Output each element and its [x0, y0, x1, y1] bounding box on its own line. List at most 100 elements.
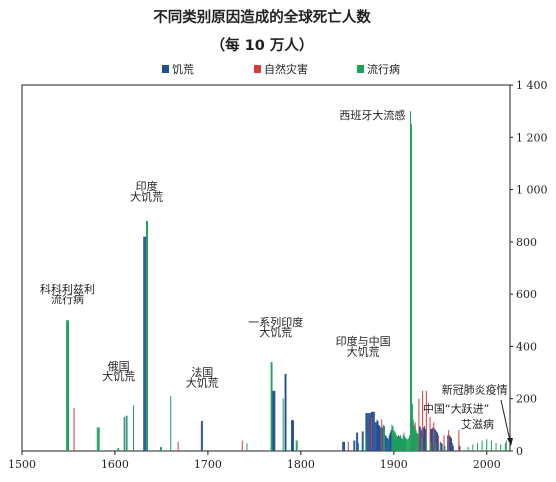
bar-epidemic-42 — [406, 439, 408, 451]
bar-epidemic-31 — [396, 435, 398, 451]
bar-famine-17 — [353, 440, 355, 451]
x-tick-label-0: 1500 — [8, 458, 36, 471]
bar-famine-30 — [371, 411, 373, 451]
bar-famine-45 — [385, 436, 387, 451]
annotation-2: 印度 — [136, 179, 158, 193]
bar-epidemic-58 — [435, 443, 437, 451]
bar-epidemic-64 — [481, 440, 483, 451]
bar-famine-15 — [343, 441, 345, 451]
annotation-5: 大饥荒 — [102, 369, 135, 383]
bar-disaster-3 — [347, 441, 349, 451]
bar-famine-50 — [390, 430, 392, 451]
bar-epidemic-0 — [66, 320, 68, 451]
bar-epidemic-68 — [500, 444, 502, 451]
y-tick-label-6: 1 200 — [516, 131, 548, 144]
bar-epidemic-33 — [397, 436, 399, 451]
bar-epidemic-1 — [67, 320, 69, 451]
bar-famine-70 — [419, 426, 421, 451]
y-tick-label-5: 1 000 — [516, 184, 548, 197]
bar-famine-49 — [389, 432, 391, 451]
bar-famine-91 — [450, 436, 452, 451]
bar-famine-81 — [434, 428, 436, 451]
bar-famine-22 — [362, 431, 364, 451]
bar-epidemic-8 — [125, 415, 127, 451]
bar-epidemic-63 — [476, 443, 478, 451]
bar-famine-32 — [373, 411, 375, 451]
bar-epidemic-52 — [415, 430, 417, 451]
bar-epidemic-44 — [408, 437, 410, 451]
bar-epidemic-2 — [67, 320, 69, 451]
bar-epidemic-30 — [395, 432, 397, 451]
bar-epidemic-62 — [472, 444, 474, 451]
legend-swatch-famine — [162, 65, 169, 73]
bar-famine-4 — [200, 420, 202, 451]
bar-epidemic-21 — [296, 440, 298, 451]
bar-epidemic-55 — [421, 437, 423, 451]
x-tick-label-4: 1900 — [380, 458, 408, 471]
y-tick-label-2: 400 — [516, 340, 537, 353]
x-axis: 1500 1600 1700 1800 1900 2000 — [8, 451, 501, 471]
bar-famine-71 — [420, 427, 422, 451]
bar-disaster-4 — [371, 417, 372, 451]
bar-epidemic-7 — [118, 447, 120, 451]
bar-famine-11 — [291, 420, 293, 451]
y-axis: 0 200 400 600 800 1 000 1 200 1 400 — [510, 79, 548, 458]
covid-pointer-line — [500, 399, 511, 442]
bar-disaster-14 — [443, 435, 445, 451]
annotation-1: 流行病 — [51, 292, 84, 306]
bar-epidemic-23 — [365, 435, 367, 451]
bar-epidemic-25 — [384, 426, 386, 451]
bar-famine-44 — [384, 435, 386, 451]
bar-epidemic-57 — [430, 441, 432, 451]
bar-epidemic-70 — [505, 440, 507, 451]
bar-epidemic-34 — [398, 437, 400, 451]
bar-epidemic-17 — [270, 362, 272, 451]
bar-famine-14 — [342, 441, 344, 451]
bar-famine-23 — [365, 413, 367, 451]
bar-epidemic-41 — [405, 437, 407, 451]
bar-epidemic-60 — [444, 445, 446, 451]
bar-epidemic-35 — [399, 437, 401, 451]
bar-famine-48 — [388, 435, 390, 451]
y-tick-label-7: 1 400 — [516, 79, 548, 92]
bar-epidemic-48 — [411, 403, 413, 451]
y-tick-label-1: 200 — [516, 393, 537, 406]
bar-epidemic-53 — [416, 432, 418, 451]
bar-epidemic-6 — [117, 448, 119, 451]
bar-famine-92 — [450, 437, 452, 451]
bar-famine-1 — [143, 236, 145, 451]
y-tick-label-0: 0 — [516, 445, 523, 458]
bar-famine-34 — [375, 422, 377, 451]
bar-famine-39 — [380, 427, 382, 451]
annotation-13: 新冠肺炎疫情 — [442, 383, 508, 397]
legend-swatch-disaster — [254, 65, 261, 73]
bar-famine-25 — [367, 413, 369, 451]
bar-epidemic-49 — [412, 419, 414, 451]
annotation-7: 大饥荒 — [186, 375, 219, 389]
bar-epidemic-27 — [392, 426, 394, 451]
bar-epidemic-66 — [490, 440, 492, 451]
bar-famine-35 — [376, 419, 378, 451]
bar-epidemic-39 — [403, 432, 405, 451]
annotation-15: 艾滋病 — [461, 417, 494, 431]
legend-label-epidemic: 流行病 — [367, 62, 400, 76]
bar-famine-47 — [387, 439, 389, 451]
bar-famine-19 — [356, 432, 358, 451]
bar-famine-28 — [370, 413, 372, 451]
bar-epidemic-28 — [393, 430, 395, 451]
chart-subtitle: （每 10 万人） — [211, 36, 314, 54]
bar-famine-46 — [386, 437, 388, 451]
bar-epidemic-26 — [391, 424, 393, 451]
bar-famine-0 — [123, 417, 125, 451]
bar-famine-38 — [379, 426, 381, 451]
series-famine — [123, 236, 461, 451]
bar-epidemic-14 — [160, 447, 162, 451]
annotation-4: 俄国 — [108, 360, 130, 373]
bar-famine-88 — [447, 435, 449, 451]
bar-epidemic-29 — [394, 431, 396, 451]
bar-famine-13 — [292, 420, 294, 451]
bar-epidemic-22 — [357, 443, 359, 451]
chart-title: 不同类别原因造成的全球死亡人数 — [153, 8, 371, 26]
annotation-11: 大饥荒 — [347, 344, 380, 358]
